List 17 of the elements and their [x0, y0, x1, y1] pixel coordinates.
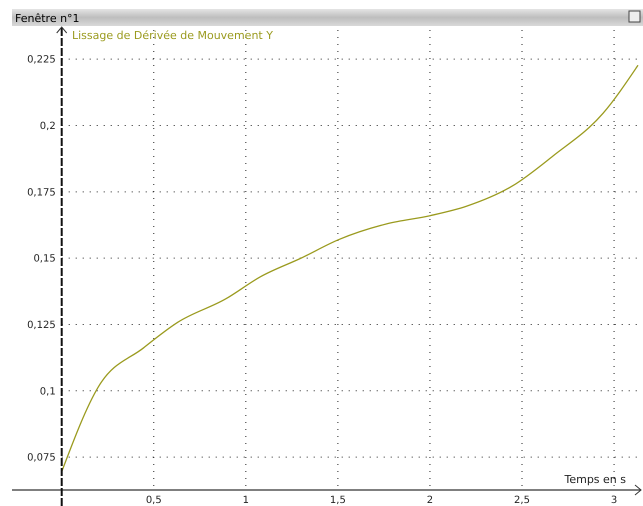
y-tick-label: 0,2	[40, 121, 56, 132]
line-series	[61, 64, 639, 472]
x-tick-label: 2	[426, 495, 434, 506]
y-tick-label: 0,125	[27, 320, 56, 331]
y-tick-label: 0,175	[27, 187, 56, 198]
x-tick-label: 0,5	[146, 495, 162, 506]
y-tick-label: 0,225	[27, 54, 56, 66]
x-tick-label: 2,5	[514, 495, 530, 506]
text: Lissage de Dérivée de Mouvement Y	[72, 29, 274, 42]
chart-title: Fenêtre n°1	[15, 12, 80, 25]
x-tick-label: 1	[242, 495, 250, 506]
y-tick-label: 0,1	[40, 386, 56, 398]
x-axis-title: Temps en s	[563, 473, 626, 486]
x-tick-label: 1,5	[330, 495, 346, 506]
y-tick-label: 0,075	[27, 452, 56, 464]
x-tick-label: 3	[610, 495, 618, 506]
y-tick-label: 0,15	[33, 254, 56, 265]
